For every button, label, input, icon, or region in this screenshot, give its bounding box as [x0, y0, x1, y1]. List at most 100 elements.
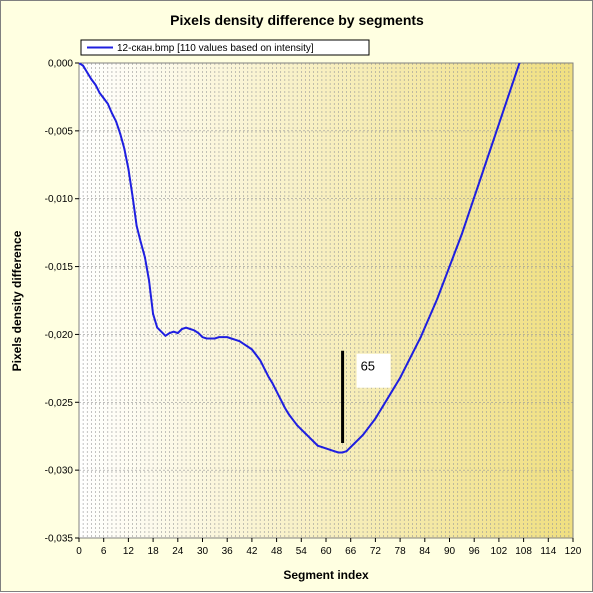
x-tick-label: 12 — [123, 546, 135, 557]
data-point — [407, 360, 410, 363]
x-axis-title: Segment index — [283, 568, 369, 582]
data-point — [115, 120, 117, 123]
data-point — [308, 436, 311, 439]
y-tick-label: -0,025 — [45, 398, 74, 409]
data-point — [201, 336, 204, 339]
data-point — [390, 390, 393, 393]
data-point — [514, 74, 517, 77]
series-points — [79, 63, 521, 454]
data-point — [283, 406, 286, 409]
data-point — [341, 451, 344, 454]
data-point — [469, 208, 471, 211]
x-tick-label: 96 — [469, 546, 481, 557]
data-point — [181, 328, 183, 330]
data-point — [382, 404, 385, 406]
data-point — [440, 287, 443, 290]
y-tick-label: -0,035 — [45, 534, 74, 545]
data-point — [419, 336, 422, 339]
data-point — [139, 241, 142, 244]
data-point — [358, 438, 360, 440]
x-tick-label: 114 — [540, 546, 556, 557]
data-point — [329, 448, 332, 451]
data-point — [79, 63, 80, 64]
x-tick-label: 84 — [419, 546, 431, 557]
data-point — [156, 326, 159, 329]
data-point — [444, 276, 447, 279]
data-point — [312, 440, 315, 443]
data-point — [428, 317, 430, 320]
data-point — [316, 444, 319, 447]
legend-label: 12-скан.bmp [110 values based on intensi… — [117, 43, 314, 54]
x-tick-label: 66 — [345, 546, 357, 557]
data-point — [267, 375, 270, 378]
x-tick-label: 36 — [222, 546, 234, 557]
data-point — [213, 337, 216, 340]
annotation-label: 65 — [361, 359, 375, 374]
series-line — [79, 63, 521, 454]
data-point — [485, 159, 488, 162]
y-tick-label: -0,010 — [45, 194, 74, 205]
data-point — [98, 91, 101, 94]
data-point — [230, 337, 233, 340]
data-point — [119, 132, 122, 135]
data-point — [164, 334, 167, 337]
data-point — [242, 343, 245, 345]
x-tick-label: 54 — [296, 546, 308, 557]
data-point — [403, 368, 406, 371]
data-point — [292, 419, 294, 421]
y-tick-label: -0,015 — [45, 262, 74, 273]
data-point — [123, 147, 126, 150]
data-point — [189, 328, 192, 330]
data-point — [481, 172, 484, 174]
data-point — [185, 326, 187, 329]
data-point — [263, 367, 266, 370]
data-point — [498, 123, 500, 125]
data-point — [275, 390, 278, 393]
chart-title: Pixels density difference by segments — [170, 12, 424, 28]
data-point — [366, 428, 369, 431]
x-tick-label: 120 — [565, 546, 582, 557]
x-axis: 0 6 12 18 24 30 36 42 48 54 60 66 72 78 84 90 96 102 108 11… — [76, 538, 582, 557]
data-point — [197, 332, 200, 334]
data-point — [432, 307, 434, 310]
data-point — [279, 398, 282, 401]
data-point — [168, 332, 171, 334]
data-point — [106, 102, 109, 105]
data-point — [160, 330, 163, 333]
y-axis-title: Pixels density difference — [10, 230, 24, 371]
data-point — [473, 196, 476, 199]
data-point — [234, 338, 237, 341]
data-point — [370, 423, 373, 425]
data-point — [143, 256, 146, 258]
data-point — [271, 382, 274, 385]
x-tick-label: 78 — [395, 546, 407, 557]
data-point — [226, 336, 229, 339]
y-tick-label: 0,000 — [48, 59, 73, 70]
data-point — [477, 184, 480, 187]
data-point — [259, 359, 262, 362]
x-tick-label: 102 — [491, 546, 508, 557]
data-point — [452, 254, 455, 257]
data-point — [152, 313, 155, 315]
x-tick-label: 48 — [271, 546, 283, 557]
data-point — [411, 352, 414, 355]
data-point — [111, 112, 113, 115]
data-point — [386, 397, 389, 400]
legend: 12-скан.bmp [110 values based on intensi… — [80, 39, 370, 56]
y-tick-label: -0,005 — [45, 126, 74, 137]
data-point — [94, 83, 97, 86]
x-tick-label: 90 — [444, 546, 456, 557]
annotation-box — [356, 353, 391, 388]
data-point — [502, 110, 504, 113]
data-point — [238, 340, 241, 343]
data-point — [320, 446, 323, 448]
data-point — [465, 220, 467, 223]
grid — [79, 62, 573, 539]
data-point — [362, 433, 364, 436]
legend-box — [80, 39, 370, 56]
x-tick-label: 0 — [76, 546, 82, 557]
x-tick-label: 108 — [515, 546, 532, 557]
data-point — [337, 451, 340, 454]
data-point — [349, 446, 352, 448]
